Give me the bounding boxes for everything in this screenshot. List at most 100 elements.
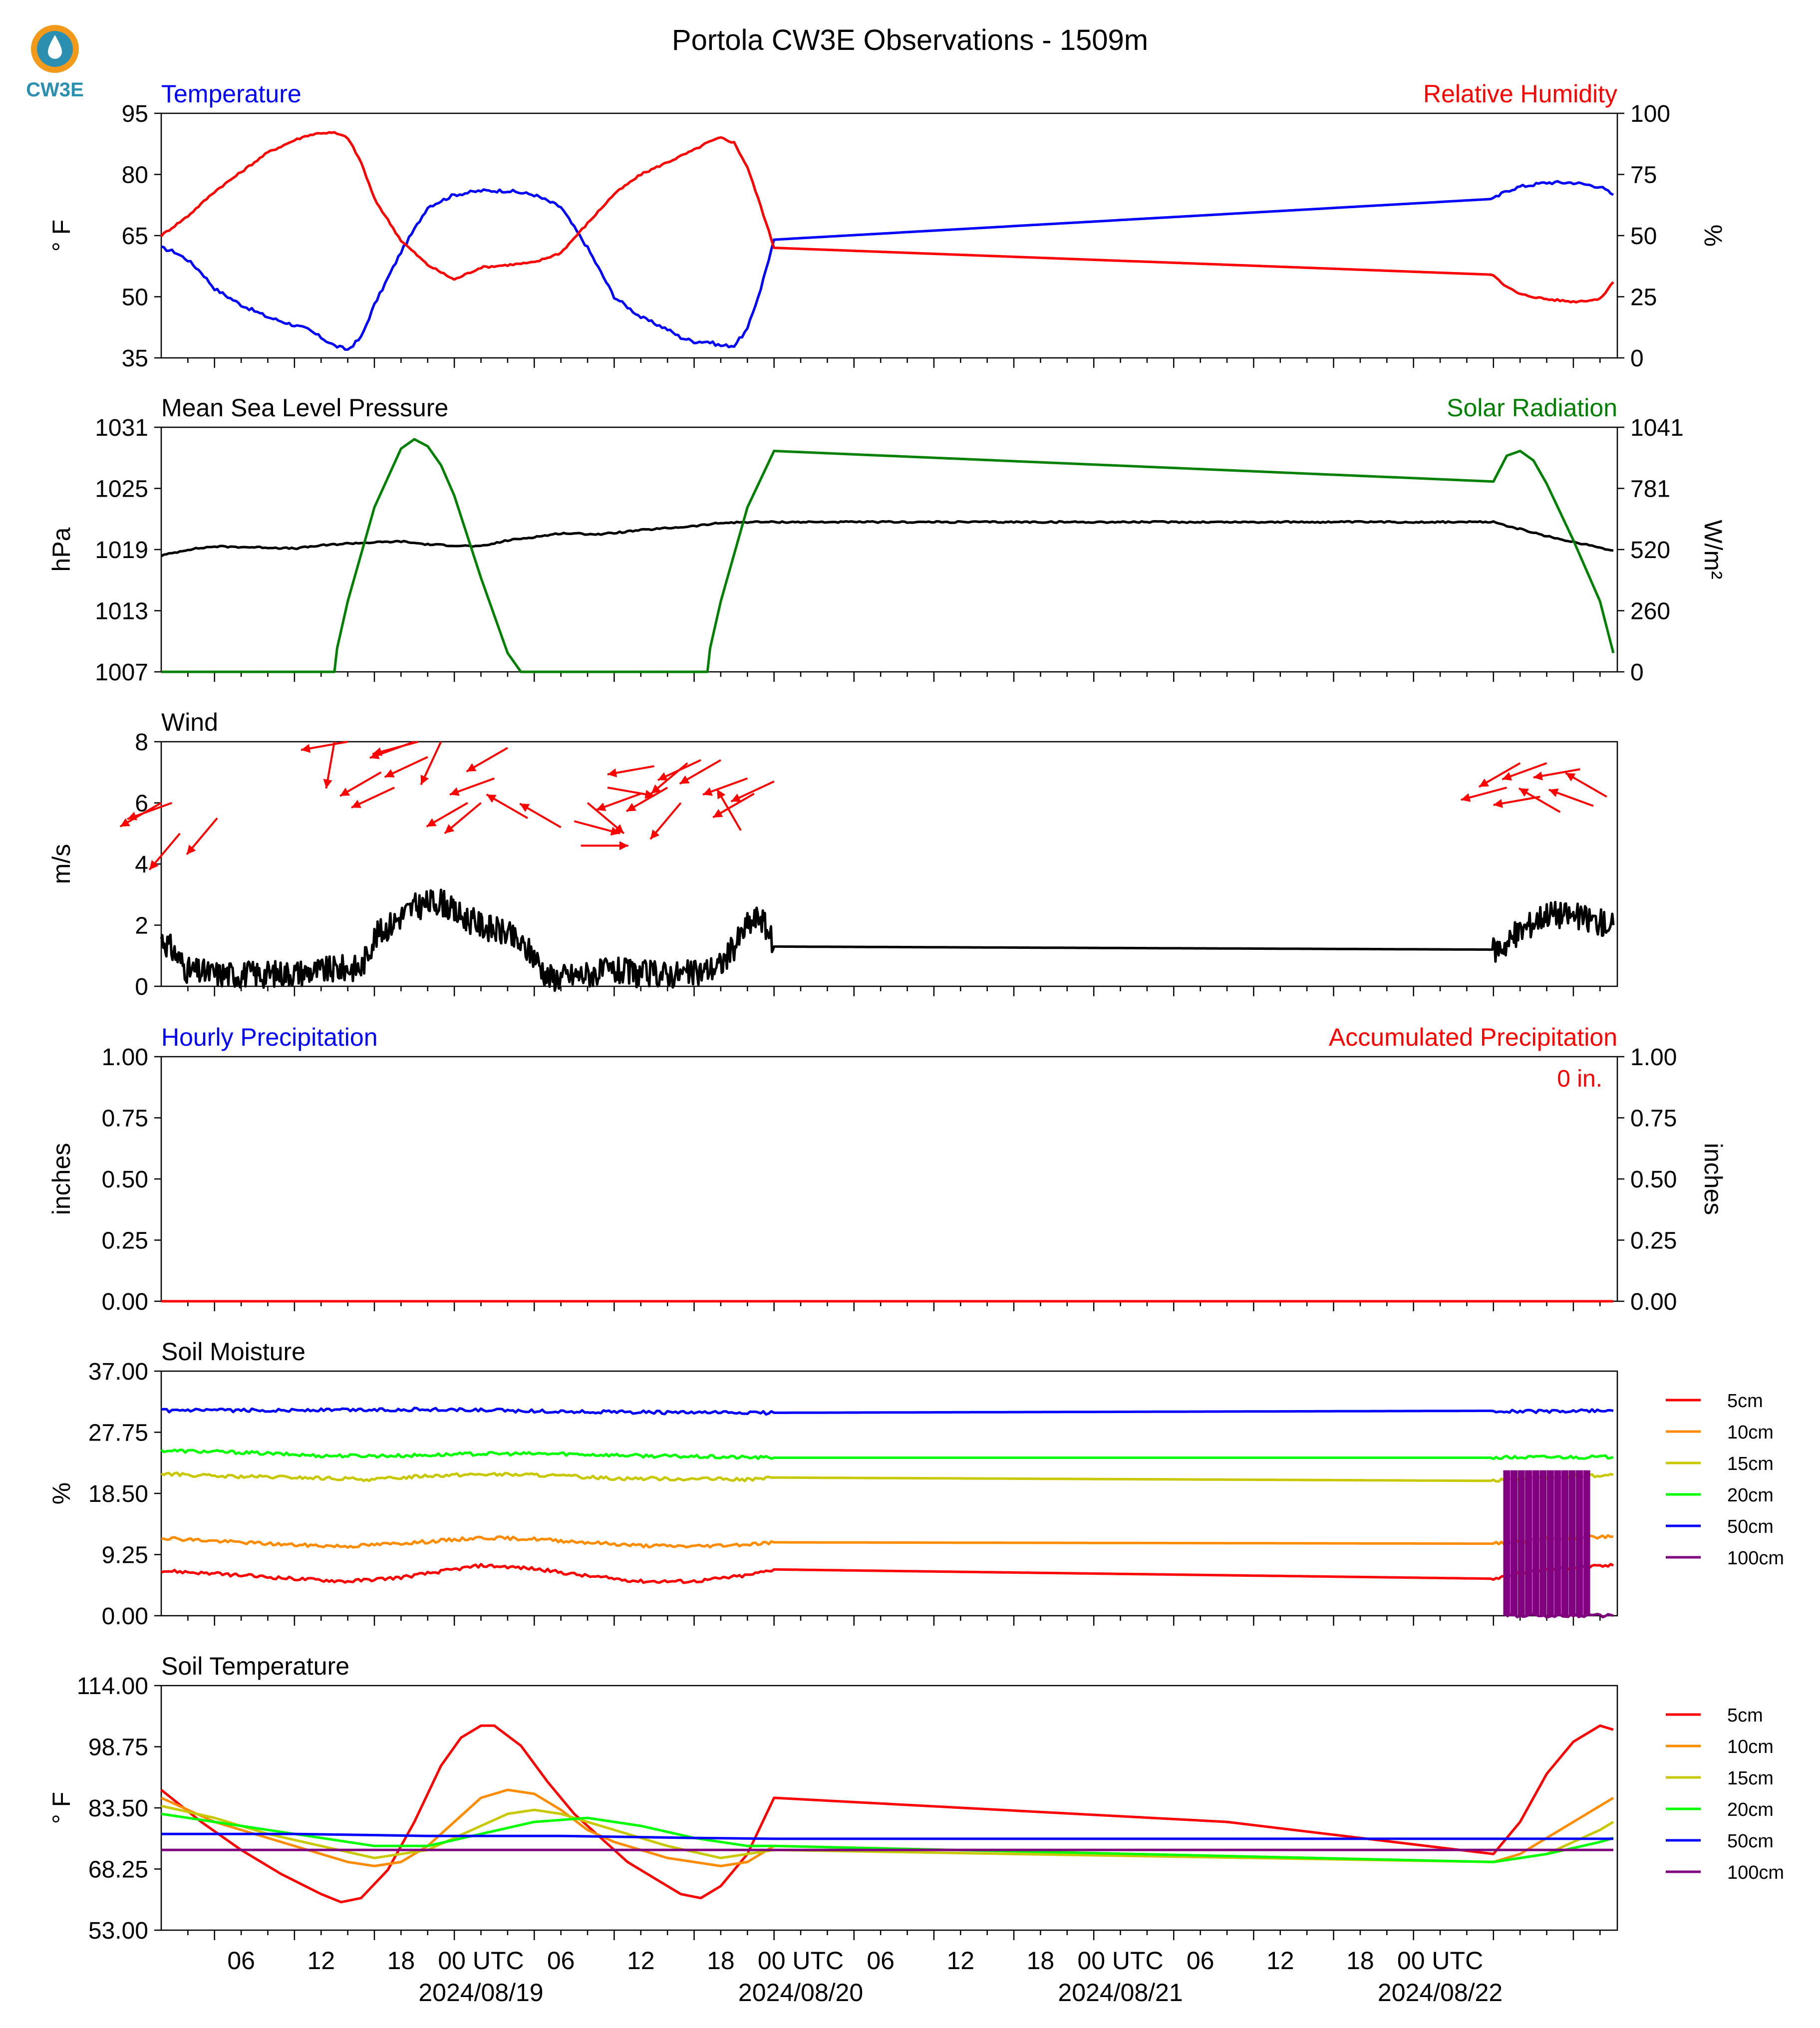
legend-label: 20cm xyxy=(1727,1485,1774,1506)
series-line-50cm xyxy=(161,1832,1613,1840)
legend-label: 100cm xyxy=(1727,1548,1784,1569)
panel-title-left: Soil Temperature xyxy=(161,1652,349,1680)
wind-arrow-head xyxy=(713,809,723,818)
y-tick-label: 0.75 xyxy=(102,1106,148,1132)
x-date-label: 2024/08/21 xyxy=(1058,1979,1183,2007)
y-axis-label: ° F xyxy=(47,1792,75,1824)
series-line-20cm xyxy=(160,1449,1614,1460)
y2-tick-label: 0.25 xyxy=(1630,1228,1677,1254)
panel-6: Soil Temperature 53.00 68.25 83.50 98.75 114.… xyxy=(47,1652,1784,1944)
y2-tick-label: 25 xyxy=(1630,285,1657,311)
y-tick-label: 98.75 xyxy=(88,1735,148,1761)
panel-title-right: Solar Radiation xyxy=(1447,394,1617,422)
x-date-label: 2024/08/20 xyxy=(738,1979,863,2007)
panel-1: Temperature Relative Humidity 35 50 65 80 95 0 2… xyxy=(47,80,1727,372)
wind-arrow-head xyxy=(703,787,713,796)
y-tick-label: 35 xyxy=(122,345,148,372)
y2-tick-label: 260 xyxy=(1630,598,1670,625)
y-tick-label: 114.00 xyxy=(77,1673,148,1700)
plot-frame xyxy=(160,112,1618,359)
panel-title-left: Hourly Precipitation xyxy=(161,1023,378,1051)
wind-arrow-head xyxy=(466,763,477,772)
legend-label: 10cm xyxy=(1727,1737,1774,1757)
series-line-black xyxy=(160,888,1615,992)
panels: Temperature Relative Humidity355065809502… xyxy=(47,80,1784,2007)
wind-arrow-head xyxy=(372,747,382,756)
legend-label: 15cm xyxy=(1727,1768,1774,1789)
wind-arrow-head xyxy=(1479,778,1489,787)
plot-frame xyxy=(160,1685,1618,1931)
panel-title-left: Soil Moisture xyxy=(161,1338,305,1366)
wind-arrow-head xyxy=(520,804,530,812)
y-tick-label: 37.00 xyxy=(88,1359,148,1385)
wind-arrow-head xyxy=(323,779,332,789)
wind-arrow-head xyxy=(679,775,690,784)
y-tick-label: 65 xyxy=(122,223,148,250)
panel-2: Mean Sea Level Pressure Solar Radiation 10… xyxy=(47,394,1727,686)
x-tick-label: 12 xyxy=(627,1947,655,1975)
wind-arrow-head xyxy=(1461,793,1471,802)
panel-title-left: Wind xyxy=(161,708,218,736)
y-axis-label: ° F xyxy=(47,220,75,252)
y2-tick-label: 75 xyxy=(1630,162,1657,189)
y-tick-label: 8 xyxy=(135,729,148,756)
y2-tick-label: 0 xyxy=(1630,345,1644,372)
y-tick-label: 1019 xyxy=(95,537,148,564)
wind-arrow-head xyxy=(426,818,437,827)
y-tick-label: 1025 xyxy=(95,476,148,503)
figure-title: Portola CW3E Observations - 1509m xyxy=(672,24,1148,56)
series-line-blue xyxy=(161,180,1614,351)
x-tick-label: 12 xyxy=(946,1947,974,1975)
wind-arrow-head xyxy=(1548,788,1559,797)
wind-arrow-head xyxy=(1502,772,1513,781)
y2-axis-label: % xyxy=(1699,225,1727,247)
wind-arrow-head xyxy=(340,787,350,796)
x-tick-label: 06 xyxy=(867,1947,895,1975)
x-tick-label: 06 xyxy=(1187,1947,1214,1975)
series-line-10cm xyxy=(160,1788,1614,1867)
legend: 5cm 10cm 15cm 20cm 50cm 100cm xyxy=(1666,1705,1784,1883)
plot-frame xyxy=(160,426,1618,673)
x-axis-labels: 06 12 18 00 UTC 06 12 18 00 UTC 06 12 18 00 UTC 06 12… xyxy=(227,1947,1503,2007)
wind-arrow-head xyxy=(596,802,607,812)
y2-tick-label: 1041 xyxy=(1630,415,1684,441)
wind-arrow-head xyxy=(187,845,196,855)
y2-tick-label: 1.00 xyxy=(1630,1044,1677,1071)
series-line-red xyxy=(160,131,1614,304)
x-tick-label: 12 xyxy=(307,1947,335,1975)
legend: 5cm 10cm 15cm 20cm 50cm 100cm xyxy=(1666,1391,1784,1569)
y-axis-label: inches xyxy=(47,1143,75,1215)
wind-arrow-head xyxy=(486,794,497,803)
y-tick-label: 80 xyxy=(122,162,148,189)
panel-title-left: Mean Sea Level Pressure xyxy=(161,394,448,422)
legend-label: 50cm xyxy=(1727,1516,1774,1537)
series-line-50cm xyxy=(161,1407,1614,1416)
panel-5: Soil Moisture 0.00 9.25 18.50 27.75 37.00% 5cm… xyxy=(47,1338,1784,1630)
wind-arrow-head xyxy=(731,794,741,802)
panel-title-left: Temperature xyxy=(161,80,302,108)
logo-drop-icon xyxy=(48,35,62,59)
wind-arrow-head xyxy=(301,744,311,753)
wind-arrow-head xyxy=(607,768,617,778)
y2-tick-label: 0.75 xyxy=(1630,1106,1677,1132)
y2-tick-label: 100 xyxy=(1630,101,1670,127)
y-tick-label: 53.00 xyxy=(88,1918,148,1944)
wind-arrow-head xyxy=(717,789,726,800)
wind-arrow-head xyxy=(120,818,130,827)
y2-tick-label: 0.50 xyxy=(1630,1166,1677,1193)
series-line-15cm xyxy=(161,1804,1614,1863)
y-tick-label: 0.50 xyxy=(102,1166,148,1193)
wind-arrow-head xyxy=(657,772,668,781)
x-tick-label: 06 xyxy=(547,1947,575,1975)
y-axis-label: m/s xyxy=(47,844,75,884)
series-line-5cm xyxy=(160,1724,1614,1904)
y-tick-label: 83.50 xyxy=(88,1795,148,1822)
wind-arrow-head xyxy=(650,829,660,840)
y-tick-label: 0 xyxy=(135,974,148,1000)
panel-title-right: Accumulated Precipitation xyxy=(1329,1023,1617,1051)
wind-arrow-head xyxy=(149,860,159,870)
x-tick-label: 06 xyxy=(227,1947,255,1975)
wind-arrow-head xyxy=(351,800,361,808)
x-tick-label: 00 UTC xyxy=(438,1947,524,1975)
